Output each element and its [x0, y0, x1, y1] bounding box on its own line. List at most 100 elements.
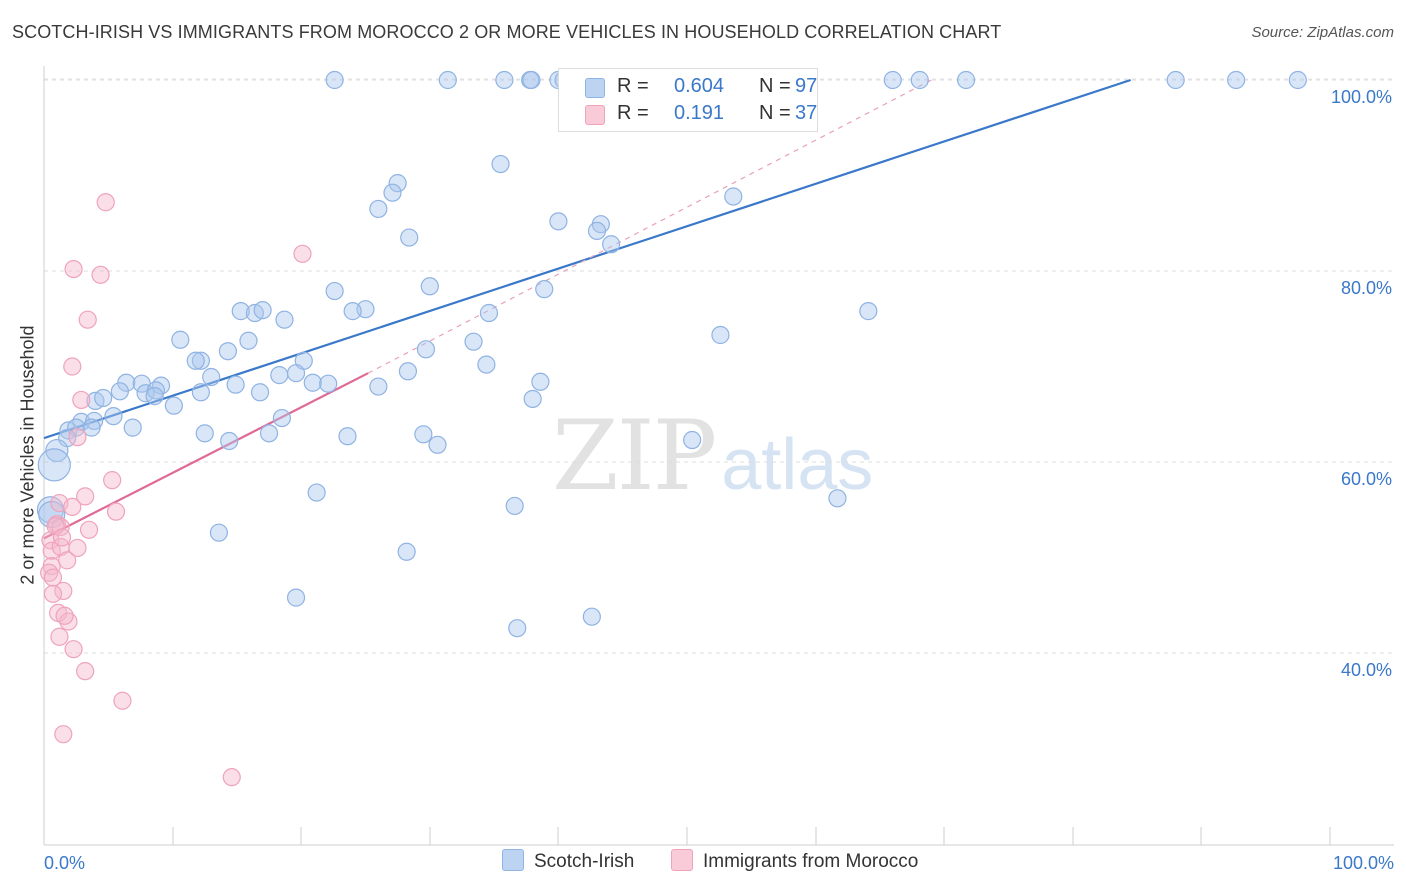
point-morocco-5	[63, 357, 82, 376]
y-tick-label-40: 40.0%	[1341, 660, 1392, 680]
bottom-legend-label-scotch-irish: Scotch-Irish	[534, 851, 635, 873]
point-scotch-irish-27	[231, 302, 250, 321]
point-scotch-irish-83	[45, 438, 69, 463]
point-scotch-irish-13	[1288, 70, 1307, 90]
bottom-legend-morocco: Immigrants from Morocco	[671, 849, 919, 877]
point-scotch-irish-23	[602, 235, 621, 254]
tick-labels: 40.0% 60.0% 80.0% 100.0% 0.0% 100.0%	[44, 87, 1394, 873]
point-morocco-11	[76, 487, 95, 506]
point-scotch-irish-37	[239, 331, 258, 350]
point-scotch-irish-36	[218, 342, 237, 361]
point-scotch-irish-62	[94, 388, 113, 408]
legend-n-label: N =	[759, 75, 791, 97]
point-morocco-29	[113, 691, 132, 710]
point-scotch-irish-10	[956, 70, 976, 90]
point-morocco-23	[43, 584, 63, 603]
point-morocco-0	[96, 193, 115, 212]
point-morocco-30	[54, 725, 73, 744]
legend-n-value: 97	[795, 75, 818, 97]
point-scotch-irish-75	[220, 431, 239, 451]
axes	[43, 66, 1394, 846]
point-scotch-irish-92	[286, 588, 306, 607]
point-scotch-irish-14	[491, 154, 510, 174]
point-scotch-irish-2	[495, 70, 514, 90]
point-scotch-irish-25	[325, 281, 344, 301]
point-scotch-irish-4	[522, 70, 541, 90]
bottom-legend-swatch-pink	[671, 849, 693, 871]
bottom-legend-swatch-blue	[502, 849, 524, 871]
point-morocco-28	[76, 662, 95, 681]
point-scotch-irish-63	[250, 383, 270, 402]
point-scotch-irish-43	[477, 355, 496, 374]
watermark: ZIPatlas	[552, 400, 873, 512]
point-scotch-irish-59	[146, 381, 165, 400]
point-scotch-irish-87	[307, 483, 326, 502]
point-scotch-irish-38	[191, 351, 210, 370]
x-tick-label-0: 0.0%	[44, 853, 85, 873]
point-scotch-irish-12	[1227, 70, 1246, 90]
bottom-legend-scotch-irish: Scotch-Irish	[502, 849, 635, 877]
legend-r-value: 0.191	[673, 102, 725, 124]
point-scotch-irish-26	[535, 280, 554, 299]
bottom-legend-label-morocco: Immigrants from Morocco	[703, 851, 919, 873]
legend-r-value: 0.604	[673, 75, 725, 97]
chart-title: SCOTCH-IRISH VS IMMIGRANTS FROM MOROCCO …	[12, 22, 1002, 42]
point-scotch-irish-19	[549, 212, 568, 231]
legend-r-label: R =	[617, 75, 649, 97]
point-morocco-36	[43, 568, 63, 587]
point-scotch-irish-52	[226, 375, 245, 394]
point-scotch-irish-80	[683, 430, 702, 450]
trend-lines	[43, 78, 1132, 540]
point-scotch-irish-93	[508, 619, 527, 638]
point-scotch-irish-65	[523, 389, 542, 409]
point-scotch-irish-84	[37, 448, 71, 482]
point-morocco-3	[91, 265, 110, 284]
point-scotch-irish-21	[587, 221, 607, 240]
point-morocco-13	[79, 520, 99, 539]
point-scotch-irish-22	[400, 228, 419, 247]
point-scotch-irish-41	[416, 340, 436, 359]
watermark-atlas: atlas	[721, 425, 874, 505]
legend-n-label: N =	[759, 102, 791, 124]
point-scotch-irish-34	[859, 302, 878, 321]
point-morocco-4	[78, 310, 97, 329]
point-scotch-irish-53	[369, 377, 388, 396]
legend-swatch-blue	[585, 78, 605, 98]
point-scotch-irish-45	[202, 367, 221, 387]
series-scotch-irish-points	[36, 70, 1307, 638]
y-tick-label-80: 80.0%	[1341, 278, 1392, 298]
point-scotch-irish-16	[383, 183, 402, 202]
point-scotch-irish-81	[272, 408, 292, 428]
point-scotch-irish-74	[195, 424, 214, 443]
point-scotch-irish-89	[828, 489, 847, 508]
point-scotch-irish-29	[253, 301, 272, 320]
point-morocco-33	[46, 516, 65, 536]
point-scotch-irish-73	[123, 418, 142, 437]
point-scotch-irish-46	[270, 365, 289, 385]
point-morocco-8	[103, 471, 122, 490]
point-scotch-irish-15	[388, 174, 407, 193]
point-scotch-irish-94	[582, 607, 601, 626]
point-scotch-irish-88	[505, 496, 524, 516]
point-morocco-32	[55, 606, 74, 625]
correlation-legend: R = 0.604 N = 97 R = 0.191 N = 37	[558, 68, 818, 132]
legend-n-value: 37	[795, 102, 818, 124]
point-scotch-irish-30	[275, 310, 294, 329]
point-morocco-1	[293, 244, 312, 263]
legend-swatch-pink	[585, 105, 605, 125]
point-scotch-irish-11	[1166, 70, 1185, 90]
point-morocco-7	[68, 428, 87, 447]
point-morocco-34	[68, 538, 87, 558]
x-tick-label-100: 100.0%	[1333, 853, 1394, 873]
point-scotch-irish-32	[343, 302, 362, 321]
point-morocco-2	[64, 259, 83, 279]
point-scotch-irish-8	[883, 70, 902, 90]
point-scotch-irish-50	[398, 362, 418, 381]
point-scotch-irish-33	[479, 303, 499, 323]
y-tick-label-60: 60.0%	[1341, 469, 1392, 489]
point-scotch-irish-39	[186, 351, 205, 370]
series-morocco-points	[40, 193, 312, 787]
point-scotch-irish-47	[286, 364, 306, 383]
point-scotch-irish-60	[145, 387, 164, 406]
